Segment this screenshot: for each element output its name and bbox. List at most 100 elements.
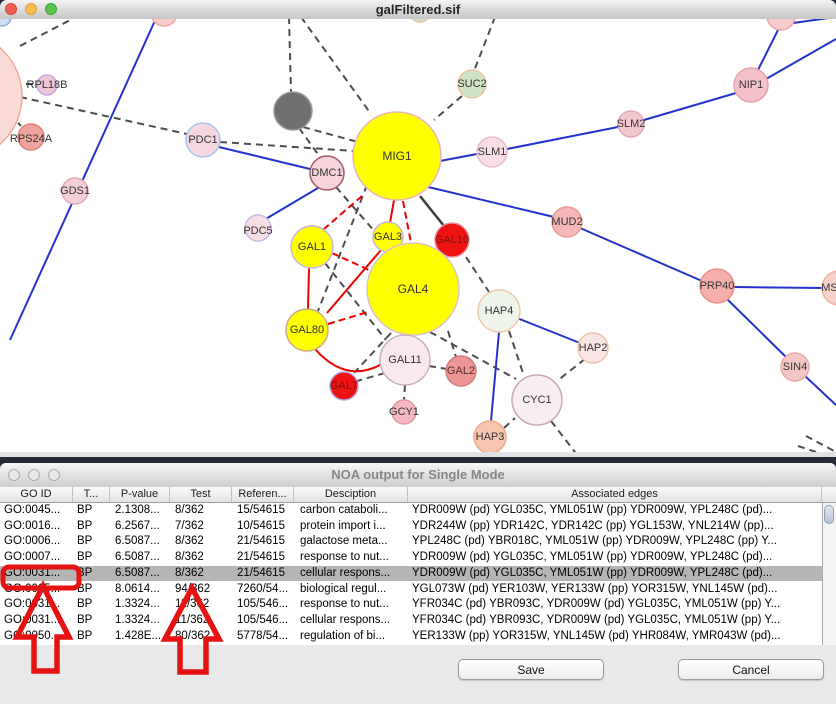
- cell-edges: YFR034C (pd) YBR093C, YDR009W (pd) YGL03…: [412, 598, 781, 611]
- table-row-3[interactable]: GO:0006... BP 6.5087... 8/362 21/54615 galact…: [0, 534, 822, 550]
- node-MUD2-label: MUD2: [551, 216, 582, 228]
- node-MIG1[interactable]: [352, 111, 442, 201]
- node-GAL1[interactable]: [290, 225, 334, 269]
- column-header-description[interactable]: Desciption: [294, 487, 408, 502]
- cell-type: BP: [77, 598, 93, 611]
- cell-description: carbon cataboli...: [300, 504, 388, 516]
- network-titlebar[interactable]: galFiltered.sif: [0, 0, 836, 20]
- node-GAL11[interactable]: [379, 334, 431, 386]
- minimize-button-inactive[interactable]: [28, 469, 40, 481]
- column-header-test[interactable]: Test: [170, 487, 232, 502]
- zoom-button[interactable]: [45, 3, 57, 15]
- node-SUC2[interactable]: [457, 69, 487, 99]
- node-SLM2[interactable]: [617, 110, 645, 138]
- node-PDC5[interactable]: [244, 214, 272, 242]
- node-GAL4-label: GAL4: [398, 282, 429, 296]
- table-row-8[interactable]: GO:0031... BP 1.3324... 11/362 105/546... cel…: [0, 613, 822, 629]
- cell-edges: YPL248C (pd) YBR018C, YML051W (pp) YDR00…: [412, 535, 778, 548]
- node-RPS24A[interactable]: [17, 123, 45, 151]
- node-HAP2[interactable]: [577, 332, 609, 364]
- node-SLM1[interactable]: [476, 136, 508, 168]
- cell-description: cellular respons...: [300, 613, 391, 626]
- table-body[interactable]: GO:0045... BP 2.1308... 8/362 15/54615 carbon…: [0, 503, 822, 645]
- node-MSI[interactable]: [821, 270, 836, 306]
- zoom-button-inactive[interactable]: [48, 469, 60, 481]
- cell-description: response to nut...: [300, 598, 389, 611]
- node-CYC1[interactable]: [511, 374, 563, 426]
- cell-test: 7/362: [175, 519, 204, 532]
- table-row-5-selected[interactable]: GO:0031... BP 6.5087... 8/362 21/54615 cellul…: [0, 565, 822, 582]
- graph-edge-b: [726, 298, 788, 359]
- node-GAL7-label: GAL7: [330, 380, 358, 392]
- graph-edge-b: [423, 185, 555, 218]
- node-GAL7[interactable]: [329, 371, 359, 401]
- graph-edge-g: [805, 435, 836, 452]
- cell-description: cellular respons...: [300, 566, 391, 579]
- column-header-edges[interactable]: Associated edges: [408, 487, 822, 502]
- graph-edge-g: [428, 365, 448, 370]
- graph-edge-g: [19, 96, 188, 135]
- node-PRP40-label: PRP40: [700, 280, 735, 292]
- node-GAL80[interactable]: [285, 308, 329, 352]
- node-SIN4[interactable]: [780, 352, 810, 382]
- graph-edge-g: [353, 332, 392, 374]
- graph-edge-r: [307, 267, 310, 310]
- node-HAP4[interactable]: [477, 289, 521, 333]
- node-MUD2[interactable]: [551, 206, 583, 238]
- cancel-button[interactable]: Cancel: [678, 659, 824, 680]
- column-header-reference[interactable]: Referen...: [232, 487, 294, 502]
- close-button[interactable]: [5, 3, 17, 15]
- table-row-7[interactable]: GO:0031... BP 1.3324... 11/362 105/546... res…: [0, 597, 822, 613]
- node-DMC1[interactable]: [309, 155, 345, 191]
- cell-test: 94/362: [175, 582, 211, 595]
- node-unlabeled-top-green[interactable]: [409, 19, 431, 23]
- table-row-1[interactable]: GO:0045... BP 2.1308... 8/362 15/54615 carbon…: [0, 503, 822, 519]
- table-row-4[interactable]: GO:0007... BP 6.5087... 8/362 21/54615 respon…: [0, 550, 822, 566]
- node-unlabeled-top[interactable]: [151, 19, 177, 27]
- column-header-go_id[interactable]: GO ID: [0, 487, 73, 502]
- node-GAL10[interactable]: [434, 222, 470, 258]
- noa-footer: Save Cancel: [0, 645, 836, 704]
- node-unlabeled-left[interactable]: [0, 32, 23, 160]
- cell-test: 8/362: [175, 535, 204, 548]
- node-unlabeled-topright[interactable]: [766, 19, 796, 31]
- node-DMC1-label: DMC1: [311, 167, 342, 179]
- cell-edges: YDR244W (pp) YDR142C, YDR142C (pp) YGL15…: [412, 519, 774, 532]
- table-row-6[interactable]: GO:0065... BP 8.0614... 94/362 7260/54... bio…: [0, 582, 822, 598]
- node-GAL4[interactable]: [366, 242, 460, 336]
- node-GDS1[interactable]: [61, 177, 89, 205]
- graph-edge-b: [9, 19, 157, 341]
- table-row-2[interactable]: GO:0016... BP 6.2567... 7/362 10/54615 protei…: [0, 519, 822, 535]
- node-SLM2-label: SLM2: [617, 118, 646, 130]
- column-header-type[interactable]: T...: [73, 487, 110, 502]
- close-button-inactive[interactable]: [8, 469, 20, 481]
- table-row-9[interactable]: GO:0050... BP 1.428E... 80/362 5778/54... reg…: [0, 629, 822, 645]
- node-NIP1[interactable]: [733, 67, 769, 103]
- graph-edge-b: [792, 19, 829, 24]
- cell-go_id: GO:0050...: [4, 629, 61, 642]
- node-GAL2[interactable]: [445, 355, 477, 387]
- cell-reference: 7260/54...: [237, 582, 289, 595]
- noa-titlebar[interactable]: NOA output for Single Mode: [0, 463, 836, 488]
- column-header-p_value[interactable]: P-value: [110, 487, 170, 502]
- cell-edges: YDR009W (pd) YGL035C, YML051W (pp) YDR00…: [412, 551, 773, 564]
- cell-reference: 10/54615: [237, 519, 285, 532]
- minimize-button[interactable]: [25, 3, 37, 15]
- node-PRP40[interactable]: [699, 268, 735, 304]
- save-button[interactable]: Save: [458, 659, 604, 680]
- network-canvas[interactable]: RPL18B RPS24A GDS1 PDC1 DMC1 MIG1 SLM1 SLM2 NIP1…: [0, 19, 836, 452]
- node-unlabeled-corner[interactable]: [0, 19, 12, 27]
- node-RPL18B[interactable]: [36, 74, 58, 96]
- cell-test: 80/362: [175, 629, 211, 642]
- cell-p_value: 1.3324...: [115, 598, 160, 611]
- node-GAL11-label: GAL11: [388, 354, 421, 366]
- table-scrollbar[interactable]: [822, 503, 836, 645]
- cell-description: regulation of bi...: [300, 629, 386, 642]
- node-unlabeled-gray[interactable]: [273, 91, 313, 131]
- scrollbar-thumb[interactable]: [824, 505, 834, 524]
- node-GCY1[interactable]: [391, 399, 417, 425]
- graph-edge-b: [516, 317, 581, 344]
- node-PDC5-label: PDC5: [243, 225, 272, 237]
- node-PDC1[interactable]: [185, 122, 221, 158]
- node-HAP3[interactable]: [473, 420, 507, 452]
